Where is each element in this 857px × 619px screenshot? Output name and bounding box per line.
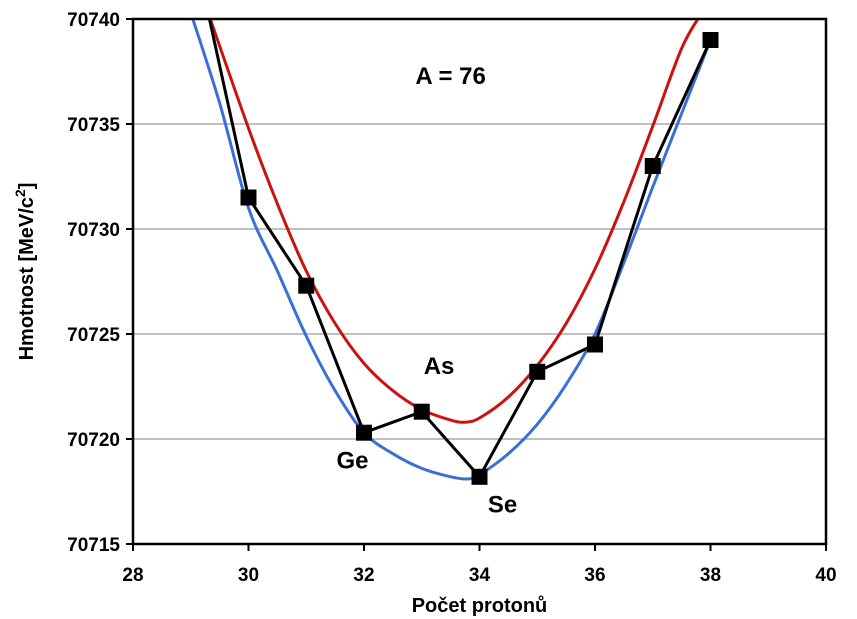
y-tick-label: 70740 — [67, 10, 120, 31]
x-axis-title: Počet protonů — [412, 595, 548, 617]
chart-title: A = 76 — [415, 63, 486, 90]
x-tick-label: 40 — [815, 565, 836, 586]
data-point — [413, 403, 430, 420]
data-point — [587, 336, 603, 353]
data-line — [207, 19, 712, 480]
data-series — [207, 19, 719, 485]
annotations: As Ge Se — [336, 353, 517, 519]
y-axis-title-main: Hmotnost [MeV/c — [16, 197, 38, 360]
y-tick-label: 70730 — [67, 220, 120, 241]
data-point — [240, 189, 257, 206]
y-axis-title: Hmotnost [MeV/c2] — [12, 183, 38, 361]
x-tick-label: 32 — [353, 565, 374, 586]
x-tick-label: 30 — [238, 565, 259, 586]
element-label: Ge — [336, 447, 368, 474]
data-point — [471, 468, 488, 485]
axis-ticks: 28 30 32 34 36 38 40 70715 70720 70725 70730 70735 7… — [67, 10, 836, 586]
blue-curve — [191, 19, 712, 481]
x-tick-label: 34 — [469, 565, 491, 586]
data-point — [529, 363, 546, 380]
data-point — [298, 277, 315, 294]
y-axis-title-sup: 2 — [12, 189, 28, 197]
x-tick-label: 28 — [122, 565, 143, 586]
fit-curves — [191, 19, 712, 481]
data-point — [356, 424, 372, 441]
data-point — [702, 32, 719, 48]
element-label: Se — [488, 492, 517, 519]
data-point — [644, 158, 661, 174]
red-curve — [208, 19, 700, 424]
x-tick-label: 38 — [700, 565, 721, 586]
x-tick-label: 36 — [584, 565, 605, 586]
y-axis-title-end: ] — [16, 183, 38, 190]
y-tick-label: 70720 — [67, 430, 120, 451]
y-tick-label: 70715 — [67, 535, 120, 556]
y-tick-label: 70725 — [67, 325, 120, 346]
element-label: As — [424, 353, 455, 380]
y-tick-label: 70735 — [67, 115, 120, 136]
